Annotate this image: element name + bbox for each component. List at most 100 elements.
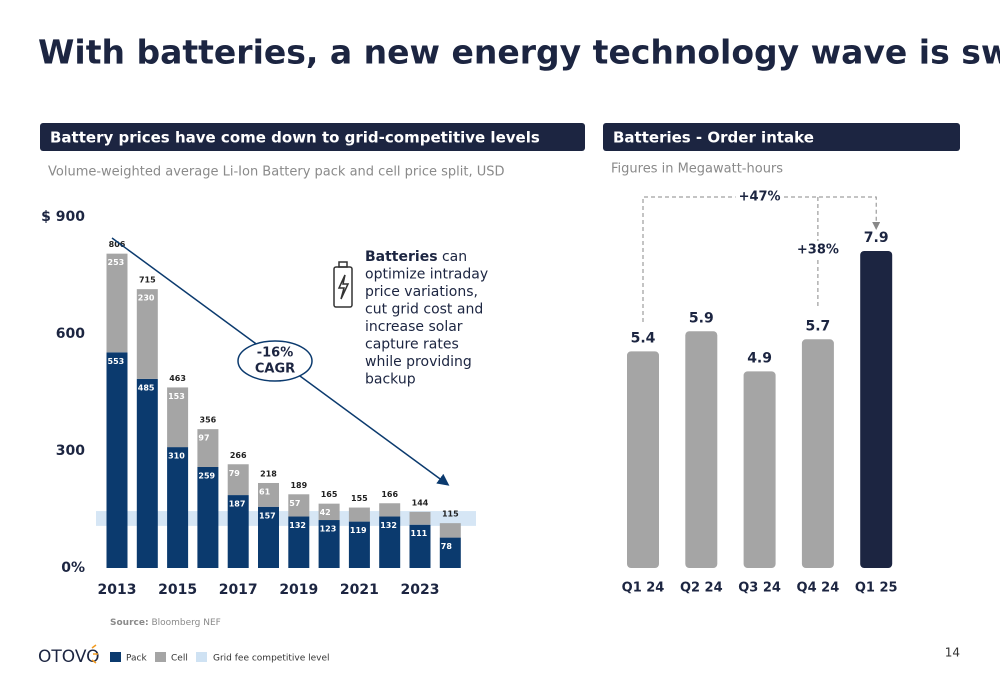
bar-segment [409,511,431,525]
header-bar [40,123,585,151]
total-label: 189 [290,481,307,490]
bar-segment [106,253,128,353]
source: Source: Bloomberg NEF [110,618,221,628]
chart-header: Battery prices have come down to grid-co… [50,129,540,147]
chart-subtitle: Figures in Megawatt-hours [611,162,783,177]
segment-label: 42 [320,508,331,517]
note-line: Batteries can [365,249,467,265]
note-line: increase solar [365,319,463,335]
note-line: capture rates [365,337,459,353]
segment-label: 132 [380,521,397,530]
bar [743,371,776,568]
total-label: 463 [169,374,186,383]
note-line: cut grid cost and [365,302,483,318]
segment-label: 230 [138,294,155,303]
x-tick-label: Q1 24 [622,581,665,596]
y-tick-label: 600 [56,326,85,342]
note-line: backup [365,372,416,388]
segment-label: 57 [289,499,300,508]
bar-segment [197,429,219,467]
segment-label: 79 [229,469,241,478]
bar-segment [106,352,128,568]
bar-segment [258,506,279,568]
x-tick-label: Q1 25 [855,581,898,596]
y-tick-label: 300 [56,443,85,459]
cagr-value: -16% [257,346,294,361]
bar-segment [318,503,340,521]
note-bold: Batteries [365,249,438,265]
segment-label: 132 [289,521,306,530]
segment-label: 61 [259,487,271,496]
segment-label: 187 [229,500,246,509]
slide-title: With batteries, a new energy technology … [38,33,1000,72]
bar-segment [379,503,401,517]
value-label: 5.9 [689,310,714,326]
bar-segment [409,524,431,568]
x-tick-label: Q4 24 [797,581,840,596]
bar [627,351,659,568]
bar-segment [288,494,310,517]
bar-segment [348,521,370,568]
chart-subtitle: Volume-weighted average Li-Ion Battery p… [48,165,505,180]
total-label: 155 [351,494,368,503]
total-label: 356 [200,416,217,425]
total-label: 144 [412,498,429,507]
segment-label: 78 [441,542,453,551]
bar-segment [227,495,249,568]
bar-segment [136,289,158,379]
segment-label: 123 [320,525,337,534]
bar-segment [439,537,461,568]
segment-label: 157 [259,511,276,520]
x-tick-label: 2015 [158,582,197,598]
x-tick-label: Q3 24 [738,581,781,596]
bar-segment [379,516,401,568]
bar-segment [136,378,158,568]
value-label: 5.7 [805,318,830,334]
value-label: 7.9 [864,230,889,246]
logo: OTOVO [38,647,100,667]
header-bar [603,123,960,151]
bar-segment [167,447,189,568]
bar-segment [288,516,310,568]
chart-header: Batteries - Order intake [613,129,814,147]
growth-label: +47% [739,190,781,205]
bar-segment [197,466,219,568]
legend-swatch [196,652,207,662]
x-tick-label: 2019 [279,582,318,598]
segment-label: 253 [108,258,125,267]
segment-label: 310 [168,452,185,461]
legend-label: Grid fee competitive level [213,654,330,664]
total-label: 166 [381,490,398,499]
label-bg [735,188,784,206]
y-tick-label: 0% [61,560,85,576]
x-tick-label: 2021 [340,582,379,598]
note-line: optimize intraday [365,267,488,283]
note-text: can [442,249,467,265]
bar-segment [318,520,340,568]
bar-segment [167,387,189,448]
total-label: 218 [260,469,277,478]
y-tick-label: $ 900 [41,209,85,225]
legend-label: Cell [171,654,188,664]
x-tick-label: 2013 [98,582,137,598]
bar [801,339,834,568]
growth-bracket [642,196,881,322]
total-label: 806 [109,240,126,249]
battery-icon [333,261,353,308]
x-tick-label: Q2 24 [680,581,723,596]
cagr-label: CAGR [255,362,295,377]
segment-label: 97 [198,434,209,443]
label-bg [795,241,840,259]
bar [685,331,718,568]
legend-label: Pack [126,654,147,664]
bar-segment [227,464,249,496]
total-label: 165 [321,490,338,499]
value-label: 4.9 [747,350,772,366]
segment-label: 259 [198,471,215,480]
bar [860,251,893,568]
total-label: 115 [442,510,459,519]
x-tick-label: 2023 [401,582,440,598]
note-line: while providing [365,354,472,370]
source-text: Bloomberg NEF [151,618,220,628]
bar-segment [258,482,279,507]
